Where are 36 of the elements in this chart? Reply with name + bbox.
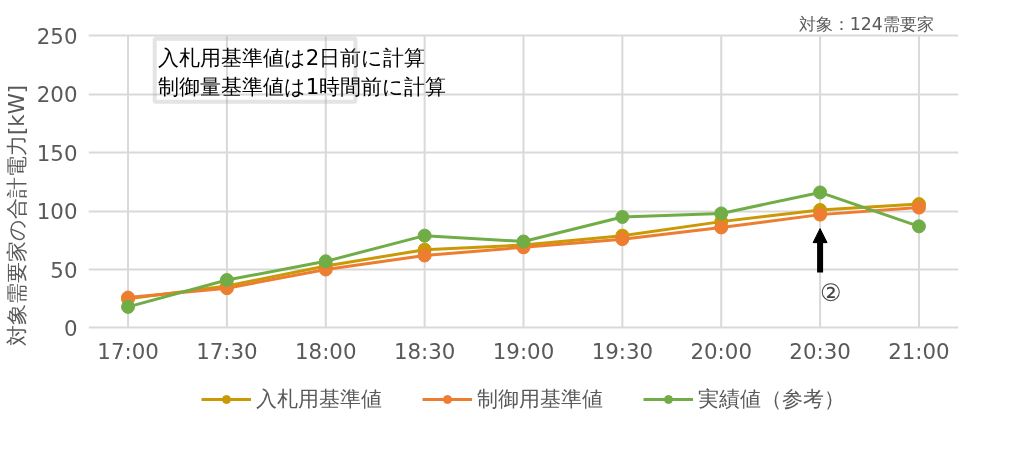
y-axis-title: 対象需要家の合計電力[kW] bbox=[3, 84, 29, 347]
point bbox=[318, 254, 333, 269]
point bbox=[417, 248, 432, 263]
point bbox=[615, 209, 630, 224]
legend-label: 制御用基準値 bbox=[477, 385, 603, 413]
legend-label: 入札用基準値 bbox=[256, 385, 382, 413]
x-tick-label: 17:30 bbox=[196, 338, 258, 364]
annotation: ② bbox=[820, 278, 842, 307]
x-tick-label: 20:30 bbox=[789, 338, 851, 364]
y-tick-label: 150 bbox=[36, 140, 78, 166]
point bbox=[121, 299, 136, 314]
point bbox=[417, 228, 432, 243]
point bbox=[615, 232, 630, 247]
y-tick-label: 200 bbox=[36, 82, 78, 108]
point bbox=[911, 219, 926, 234]
point bbox=[813, 185, 828, 200]
point bbox=[714, 206, 729, 221]
x-tick-label: 18:00 bbox=[295, 338, 357, 364]
point bbox=[714, 220, 729, 235]
y-tick-label: 0 bbox=[63, 315, 78, 341]
x-tick-label: 19:00 bbox=[492, 338, 555, 364]
annotation: 入札用基準値は2日前に計算 bbox=[157, 44, 426, 70]
legend-label: 実績値（参考） bbox=[698, 385, 845, 413]
x-tick-label: 21:00 bbox=[888, 338, 950, 364]
x-tick-label: 19:30 bbox=[591, 338, 654, 364]
x-tick-label: 18:30 bbox=[393, 338, 456, 364]
x-tick-label: 17:00 bbox=[97, 338, 159, 364]
y-tick-label: 250 bbox=[36, 23, 78, 49]
point bbox=[813, 207, 828, 222]
y-tick-label: 50 bbox=[50, 257, 78, 283]
point bbox=[219, 273, 234, 288]
y-tick-label: 100 bbox=[36, 199, 78, 225]
annotation: 制御量基準値は1時間前に計算 bbox=[157, 73, 447, 99]
point bbox=[516, 234, 531, 249]
text: 対象：124需要家 bbox=[798, 13, 934, 34]
x-tick-label: 20:00 bbox=[690, 338, 752, 364]
